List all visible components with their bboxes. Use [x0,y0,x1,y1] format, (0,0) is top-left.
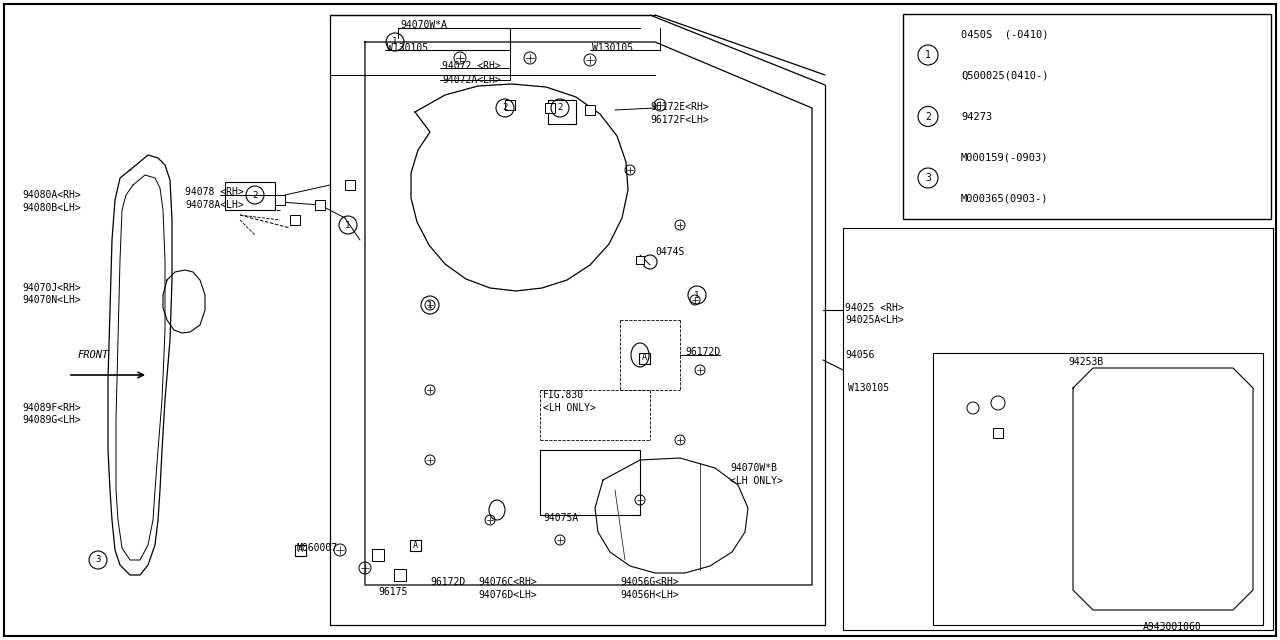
Text: 3: 3 [95,556,101,564]
Text: 96172E<RH>: 96172E<RH> [650,102,709,112]
Text: 1: 1 [392,38,398,47]
Bar [410,540,421,550]
Bar [315,200,325,210]
Text: 2: 2 [557,104,563,113]
Bar [545,103,556,113]
Text: 0450S  (-0410): 0450S (-0410) [961,29,1048,40]
Text: W130105: W130105 [387,43,428,53]
Text: <LH ONLY>: <LH ONLY> [543,403,596,413]
Text: 94025 <RH>: 94025 <RH> [845,303,904,313]
Text: A: A [412,541,417,550]
Text: 94078A<LH>: 94078A<LH> [186,200,243,210]
Text: W130105: W130105 [849,383,890,393]
Bar [844,228,1274,630]
Bar [291,215,300,225]
Text: M000159(-0903): M000159(-0903) [961,152,1048,163]
Text: 94070W*A: 94070W*A [399,20,447,30]
Text: 96175: 96175 [378,587,407,597]
Text: 94070W*B: 94070W*B [730,463,777,473]
Bar [585,105,595,115]
Bar [548,100,576,124]
Text: FRONT: FRONT [78,350,109,360]
Text: 94025A<LH>: 94025A<LH> [845,315,904,325]
Text: 96172D: 96172D [685,347,721,357]
Text: FIG.830: FIG.830 [543,390,584,400]
Text: 94075A: 94075A [543,513,579,523]
Bar [902,14,1271,219]
Text: A943001060: A943001060 [1143,622,1202,632]
Text: 94070N<LH>: 94070N<LH> [22,295,81,305]
Text: 94089G<LH>: 94089G<LH> [22,415,81,425]
Text: 94080B<LH>: 94080B<LH> [22,203,81,213]
Bar [639,353,649,364]
Text: <LH ONLY>: <LH ONLY> [730,476,783,486]
Bar [933,353,1263,625]
Text: M060007: M060007 [297,543,338,553]
Text: 2: 2 [925,111,931,122]
Bar [540,450,640,515]
Text: 0474S: 0474S [655,247,685,257]
Text: 94089F<RH>: 94089F<RH> [22,403,81,413]
Bar [294,545,306,556]
Text: M000365(0903-): M000365(0903-) [961,193,1048,204]
Text: 2: 2 [252,191,257,200]
Text: 94076D<LH>: 94076D<LH> [477,590,536,600]
Text: 94080A<RH>: 94080A<RH> [22,190,81,200]
Text: 1: 1 [925,50,931,60]
Text: 1: 1 [694,291,700,300]
Text: 94056G<RH>: 94056G<RH> [620,577,678,587]
Text: 94273: 94273 [961,111,992,122]
Text: 94253B: 94253B [1068,357,1103,367]
Text: A: A [641,353,646,362]
Text: 2: 2 [502,104,508,113]
Bar [346,180,355,190]
Text: A: A [297,545,302,554]
Text: 94070J<RH>: 94070J<RH> [22,283,81,293]
Text: 94072 <RH>: 94072 <RH> [442,61,500,71]
Bar [636,256,644,264]
Bar [372,549,384,561]
Text: 1: 1 [346,221,351,230]
Text: 3: 3 [925,173,931,183]
Text: 94078 <RH>: 94078 <RH> [186,187,243,197]
Bar [506,100,515,110]
Text: Q500025(0410-): Q500025(0410-) [961,70,1048,81]
Bar [225,182,275,210]
Text: 96172F<LH>: 96172F<LH> [650,115,709,125]
Bar [993,428,1004,438]
Bar [275,195,285,205]
Text: 94056: 94056 [845,350,874,360]
Bar [394,569,406,581]
Text: 94072A<LH>: 94072A<LH> [442,75,500,85]
Text: W130105: W130105 [591,43,634,53]
Text: 96172D: 96172D [430,577,465,587]
Text: 94076C<RH>: 94076C<RH> [477,577,536,587]
Text: 94056H<LH>: 94056H<LH> [620,590,678,600]
Text: 1: 1 [428,301,433,310]
